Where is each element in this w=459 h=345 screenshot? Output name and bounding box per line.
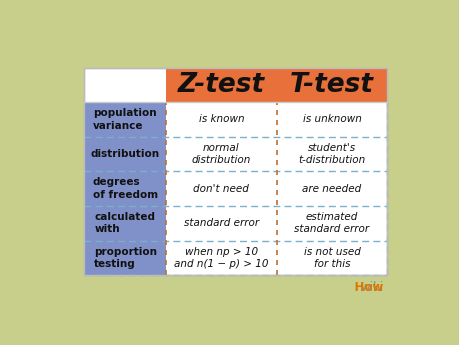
- Text: How: How: [338, 280, 383, 294]
- Text: wiki: wiki: [360, 280, 383, 294]
- Text: when np > 10
and n(1 − p) > 10: when np > 10 and n(1 − p) > 10: [174, 247, 268, 269]
- Text: estimated
standard error: estimated standard error: [294, 212, 369, 235]
- Text: normal
distribution: normal distribution: [191, 143, 251, 165]
- Bar: [84, 68, 386, 275]
- Bar: [84, 102, 166, 137]
- Text: T-test: T-test: [289, 72, 373, 98]
- Bar: [84, 171, 166, 206]
- Bar: [84, 240, 166, 275]
- Text: distribution: distribution: [90, 149, 159, 159]
- Text: population
variance: population variance: [93, 108, 157, 131]
- Text: degrees
of freedom: degrees of freedom: [92, 177, 157, 200]
- Text: proportion
testing: proportion testing: [94, 247, 157, 269]
- Bar: [84, 137, 166, 171]
- Text: is unknown: is unknown: [302, 115, 361, 125]
- Text: Z-test: Z-test: [178, 72, 264, 98]
- Bar: [166, 68, 386, 102]
- Bar: [84, 68, 386, 275]
- Text: is not used
for this: is not used for this: [303, 247, 359, 269]
- Text: don't need: don't need: [193, 184, 249, 194]
- Text: is known: is known: [198, 115, 244, 125]
- Bar: [84, 206, 166, 240]
- Text: student's
t-distribution: student's t-distribution: [298, 143, 365, 165]
- Text: standard error: standard error: [184, 218, 258, 228]
- Text: are needed: are needed: [302, 184, 361, 194]
- Text: calculated
with: calculated with: [95, 212, 155, 235]
